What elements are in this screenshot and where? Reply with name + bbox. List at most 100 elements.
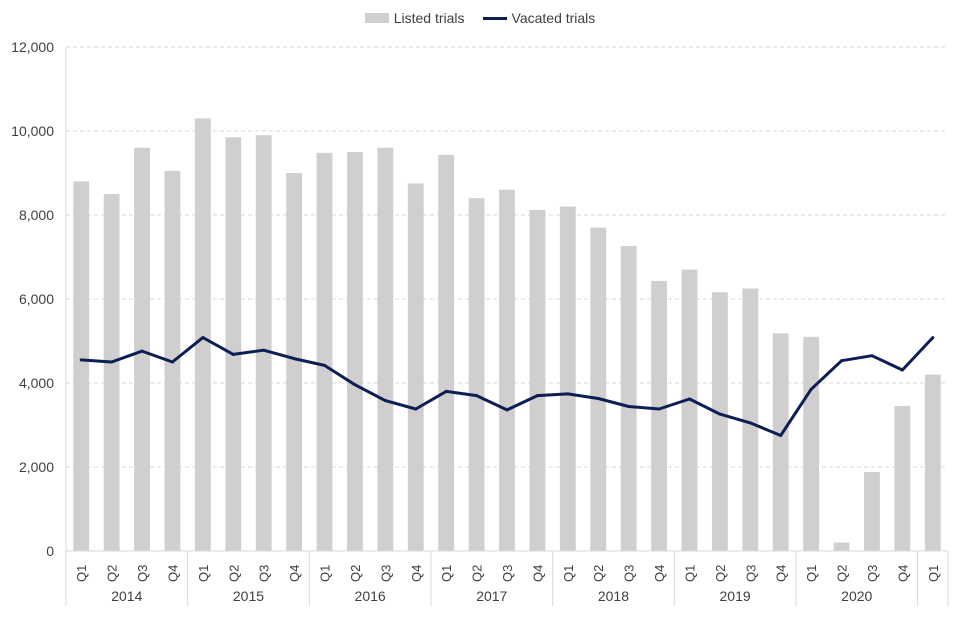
- point-vacated-trials: [140, 349, 144, 353]
- x-tick-label: Q4: [409, 565, 424, 582]
- y-tick-label: 6,000: [19, 291, 54, 307]
- bar-listed-trials: [377, 147, 394, 552]
- point-vacated-trials: [505, 408, 509, 412]
- point-vacated-trials: [475, 394, 479, 398]
- point-vacated-trials: [596, 397, 600, 401]
- legend-swatch-listed: [364, 13, 389, 23]
- bar-listed-trials: [924, 374, 941, 551]
- point-vacated-trials: [809, 387, 813, 391]
- x-year-label: 2018: [598, 588, 629, 604]
- point-vacated-trials: [231, 352, 235, 356]
- legend-label-vacated: Vacated trials: [511, 10, 596, 26]
- bar-listed-trials: [194, 118, 211, 552]
- point-vacated-trials: [323, 363, 327, 367]
- bar-listed-trials: [225, 137, 242, 552]
- x-tick-label: Q1: [682, 565, 697, 582]
- x-tick-label: Q2: [835, 565, 850, 582]
- bar-listed-trials: [590, 227, 607, 551]
- x-year-label: 2020: [841, 588, 872, 604]
- point-vacated-trials: [170, 360, 174, 364]
- y-tick-label: 12,000: [11, 39, 54, 55]
- x-year-label: 2016: [355, 588, 386, 604]
- x-year-label: 2015: [233, 588, 264, 604]
- x-tick-label: Q1: [74, 565, 89, 582]
- point-vacated-trials: [627, 405, 631, 409]
- bar-listed-trials: [864, 472, 880, 551]
- point-vacated-trials: [870, 354, 874, 358]
- bar-listed-trials: [559, 206, 576, 551]
- x-tick-label: Q3: [135, 565, 150, 582]
- x-year-label: 2017: [476, 588, 507, 604]
- x-tick-label: Q2: [226, 565, 241, 582]
- bar-listed-trials: [255, 135, 272, 551]
- point-vacated-trials: [566, 392, 570, 396]
- legend-label-listed: Listed trials: [393, 10, 465, 26]
- legend-item-vacated: Vacated trials: [482, 10, 596, 26]
- bar-listed-trials: [742, 288, 759, 551]
- bar-listed-trials: [499, 189, 515, 552]
- x-year-label: 2019: [720, 588, 751, 604]
- bar-listed-trials: [833, 542, 850, 551]
- bar-listed-trials: [620, 246, 637, 551]
- point-vacated-trials: [79, 358, 83, 362]
- point-vacated-trials: [262, 348, 266, 352]
- bar-listed-trials: [347, 152, 363, 551]
- point-vacated-trials: [353, 383, 357, 387]
- x-tick-label: Q3: [622, 565, 637, 582]
- point-vacated-trials: [931, 336, 935, 340]
- x-tick-label: Q1: [804, 565, 819, 582]
- point-vacated-trials: [900, 368, 904, 372]
- x-tick-label: Q2: [713, 565, 728, 582]
- x-tick-label: Q4: [165, 565, 180, 582]
- x-tick-label: Q3: [743, 565, 758, 582]
- x-tick-label: Q1: [561, 565, 576, 582]
- bar-listed-trials: [651, 280, 667, 551]
- point-vacated-trials: [383, 399, 387, 403]
- x-tick-label: Q3: [865, 565, 880, 582]
- bar-listed-trials: [529, 209, 546, 551]
- point-vacated-trials: [535, 394, 539, 398]
- y-tick-label: 2,000: [19, 459, 54, 475]
- bar-listed-trials: [803, 336, 820, 551]
- x-tick-label: Q2: [470, 565, 485, 582]
- x-tick-label: Q3: [257, 565, 272, 582]
- y-tick-label: 10,000: [11, 123, 54, 139]
- bar-listed-trials: [134, 147, 150, 552]
- x-tick-label: Q1: [926, 565, 941, 582]
- point-vacated-trials: [292, 357, 296, 361]
- x-tick-label: Q1: [196, 565, 211, 582]
- x-tick-label: Q4: [530, 565, 545, 582]
- bar-listed-trials: [286, 173, 303, 551]
- point-vacated-trials: [840, 359, 844, 363]
- y-tick-label: 4,000: [19, 375, 54, 391]
- bar-listed-trials: [438, 154, 455, 551]
- x-tick-label: Q4: [774, 565, 789, 582]
- point-vacated-trials: [748, 421, 752, 425]
- bar-listed-trials: [711, 292, 728, 551]
- bar-listed-trials: [73, 181, 90, 551]
- x-tick-label: Q2: [348, 565, 363, 582]
- x-tick-label: Q4: [895, 565, 910, 582]
- point-vacated-trials: [657, 407, 661, 411]
- bar-listed-trials: [681, 269, 698, 551]
- x-tick-label: Q2: [105, 565, 120, 582]
- point-vacated-trials: [687, 397, 691, 401]
- bar-listed-trials: [772, 333, 789, 551]
- bar-listed-trials: [407, 183, 424, 551]
- legend: Listed trials Vacated trials: [0, 10, 960, 26]
- bar-listed-trials: [316, 152, 333, 551]
- bar-listed-trials: [894, 406, 911, 551]
- x-tick-label: Q3: [378, 565, 393, 582]
- point-vacated-trials: [201, 336, 205, 340]
- x-tick-label: Q4: [287, 565, 302, 582]
- point-vacated-trials: [414, 407, 418, 411]
- x-year-label: 2014: [111, 588, 142, 604]
- bar-listed-trials: [103, 194, 120, 551]
- legend-swatch-vacated: [482, 16, 507, 20]
- y-tick-label: 0: [46, 543, 54, 559]
- bar-listed-trials: [468, 198, 485, 551]
- point-vacated-trials: [444, 389, 448, 393]
- x-tick-label: Q1: [439, 565, 454, 582]
- x-tick-label: Q1: [318, 565, 333, 582]
